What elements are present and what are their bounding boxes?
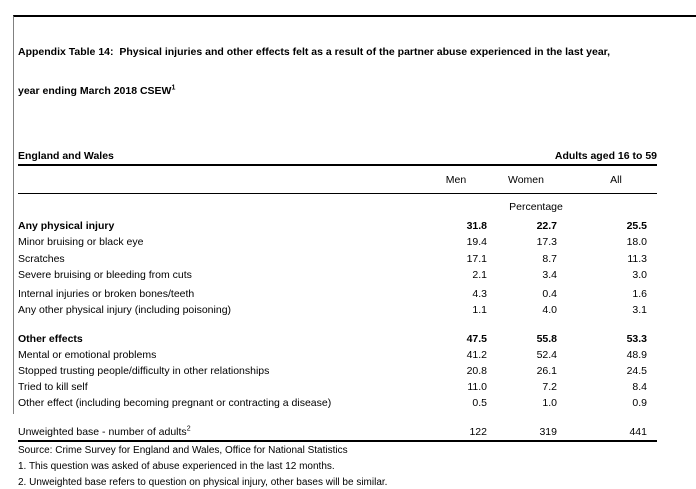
cell-all: 1.6 <box>632 288 647 300</box>
cell-all: 8.4 <box>632 381 647 393</box>
cell-women: 52.4 <box>536 349 557 361</box>
cell-all: 3.1 <box>632 304 647 316</box>
row-label: Other effect (including becoming pregnan… <box>18 397 332 409</box>
row-label: Internal injuries or broken bones/teeth <box>18 288 195 300</box>
cell-men: 20.8 <box>466 365 487 377</box>
table-title: Appendix Table 14: Physical injuries and… <box>18 20 696 124</box>
cell-women: 3.4 <box>542 269 557 281</box>
cell-women: 4.0 <box>542 304 557 316</box>
table-title-line2: year ending March 2018 CSEW1 <box>18 84 176 98</box>
base-row-label: Unweighted base - number of adults2 <box>18 425 191 439</box>
table-row: Severe bruising or bleeding from cuts 2.… <box>18 267 696 283</box>
cell-men: 41.2 <box>466 349 487 361</box>
table-row: Any physical injury 31.8 22.7 25.5 <box>18 218 696 234</box>
cell-all: 25.5 <box>626 220 647 232</box>
cell-women: 17.3 <box>536 236 557 248</box>
table-sheet: Appendix Table 14: Physical injuries and… <box>13 15 696 488</box>
cell-women: 1.0 <box>542 397 557 409</box>
row-label: Mental or emotional problems <box>18 349 157 361</box>
cell-all: 441 <box>629 426 647 438</box>
cell-men: 17.1 <box>466 253 487 265</box>
cell-women: 8.7 <box>542 253 557 265</box>
cell-women: 0.4 <box>542 288 557 300</box>
row-label: Minor bruising or black eye <box>18 236 144 248</box>
row-label: Other effects <box>18 333 83 345</box>
cell-all: 18.0 <box>626 236 647 248</box>
cell-all: 24.5 <box>626 365 647 377</box>
unit-row: Percentage <box>18 201 696 213</box>
cell-men: 19.4 <box>466 236 487 248</box>
row-label: Scratches <box>18 253 65 265</box>
cell-all: 53.3 <box>626 333 647 345</box>
cell-women: 7.2 <box>542 381 557 393</box>
cell-all: 3.0 <box>632 269 647 281</box>
table-row: Other effect (including becoming pregnan… <box>18 395 696 411</box>
cell-women: 26.1 <box>536 365 557 377</box>
region-header-row: England and Wales Adults aged 16 to 59 <box>18 150 657 166</box>
column-header-spacer <box>18 174 421 186</box>
cell-men: 0.5 <box>472 397 487 409</box>
cell-men: 1.1 <box>472 304 487 316</box>
cell-women: 22.7 <box>536 220 557 232</box>
region-label: England and Wales <box>18 150 114 162</box>
cell-all: 11.3 <box>627 253 647 265</box>
percentage-label: Percentage <box>509 201 563 213</box>
cell-men: 4.3 <box>472 288 487 300</box>
table-row: Internal injuries or broken bones/teeth … <box>18 286 696 302</box>
row-label: Stopped trusting people/difficulty in ot… <box>18 365 270 377</box>
cell-women: 55.8 <box>536 333 557 345</box>
footnotes: Source: Crime Survey for England and Wal… <box>18 445 696 489</box>
row-label: Any other physical injury (including poi… <box>18 304 232 316</box>
table-row: Other effects 47.5 55.8 53.3 <box>18 331 696 347</box>
source-note: Source: Crime Survey for England and Wal… <box>18 445 348 456</box>
cell-men: 2.1 <box>472 269 487 281</box>
cell-men: 122 <box>469 426 487 438</box>
table-row: Minor bruising or black eye 19.4 17.3 18… <box>18 234 696 250</box>
row-label: Tried to kill self <box>18 381 88 393</box>
table-row: Stopped trusting people/difficulty in ot… <box>18 363 696 379</box>
column-header-men: Men <box>445 174 467 186</box>
unweighted-base-row: Unweighted base - number of adults2 122 … <box>18 426 657 442</box>
table-row: Scratches 17.1 8.7 11.3 <box>18 251 696 267</box>
table-row: Mental or emotional problems 41.2 52.4 4… <box>18 347 696 363</box>
cell-all: 0.9 <box>632 397 647 409</box>
footnote-2: 2. Unweighted base refers to question on… <box>18 477 388 488</box>
table-row: Tried to kill self 11.0 7.2 8.4 <box>18 379 696 395</box>
cell-men: 47.5 <box>466 333 487 345</box>
population-label: Adults aged 16 to 59 <box>554 150 657 162</box>
row-label: Any physical injury <box>18 220 115 232</box>
footnote-1: 1. This question was asked of abuse expe… <box>18 461 335 472</box>
cell-men: 11.0 <box>467 381 487 393</box>
cell-all: 48.9 <box>626 349 647 361</box>
column-header-women: Women <box>508 174 544 186</box>
column-header-row: Men Women All <box>18 174 657 194</box>
row-label: Severe bruising or bleeding from cuts <box>18 269 192 281</box>
table-row: Any other physical injury (including poi… <box>18 302 696 318</box>
base-footnote-marker: 2 <box>186 425 191 433</box>
table-title-line1: Appendix Table 14: Physical injuries and… <box>18 46 611 58</box>
cell-women: 319 <box>539 426 557 438</box>
column-header-all: All <box>610 174 622 186</box>
cell-men: 31.8 <box>466 220 487 232</box>
title-footnote-marker: 1 <box>171 84 176 92</box>
